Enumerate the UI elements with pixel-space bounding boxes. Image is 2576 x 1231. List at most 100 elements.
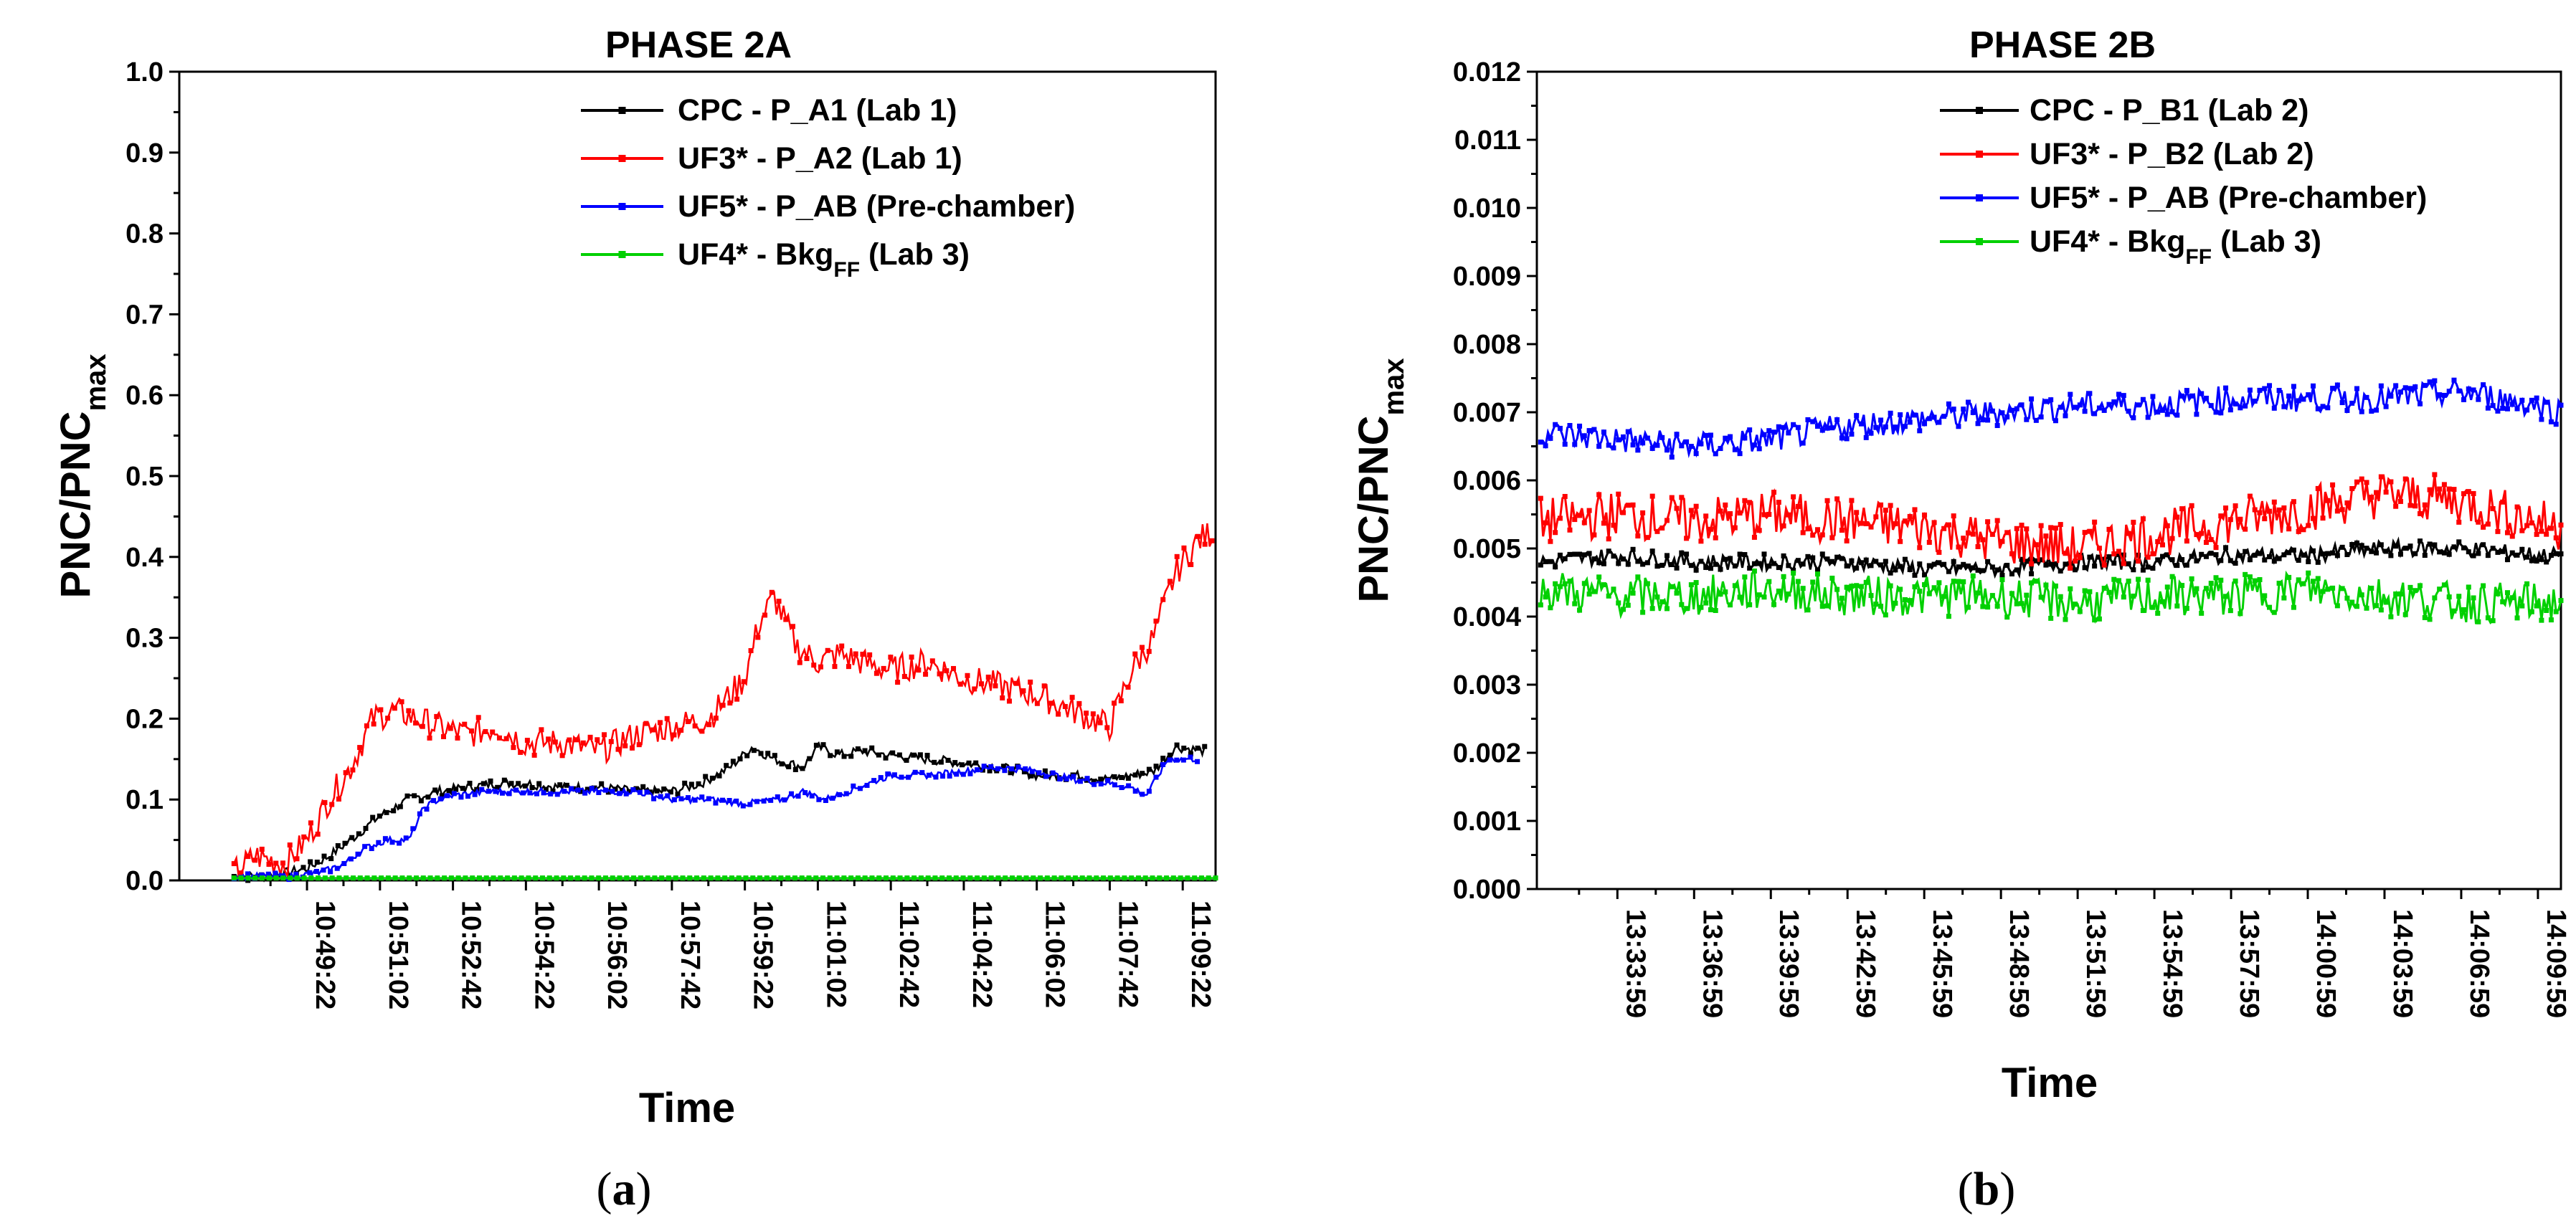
data-point: [1989, 408, 1995, 414]
data-point: [1002, 768, 1008, 774]
data-point: [2019, 556, 2025, 562]
data-point: [596, 875, 602, 881]
data-point: [1146, 649, 1152, 655]
data-point: [2126, 531, 2131, 536]
data-point: [2354, 479, 2359, 485]
data-point: [1084, 710, 1089, 716]
data-point: [890, 750, 896, 756]
data-point: [2140, 516, 2146, 522]
x-tick-label: 13:33:59: [1620, 909, 1650, 1018]
data-point: [1849, 584, 1855, 589]
data-point: [848, 754, 854, 759]
data-point: [769, 589, 775, 595]
data-point: [782, 797, 787, 803]
x-tick-label: 14:09:59: [2541, 909, 2571, 1018]
data-point: [294, 875, 300, 881]
data-point: [2227, 407, 2233, 413]
data-point: [2383, 599, 2389, 605]
y-tick-label: 1.0: [126, 57, 164, 87]
data-point: [580, 740, 586, 746]
data-point: [804, 656, 810, 662]
data-point: [1956, 579, 1961, 584]
data-point: [776, 599, 782, 604]
data-point: [640, 784, 646, 789]
data-point: [818, 664, 823, 670]
data-point: [1723, 435, 1728, 441]
data-point: [574, 737, 579, 743]
data-point: [2393, 383, 2399, 389]
data-point: [987, 768, 993, 774]
data-point: [1781, 574, 1786, 579]
data-point: [1883, 424, 1888, 429]
data-point: [468, 728, 474, 734]
y-tick-label: 0.011: [1454, 125, 1521, 156]
data-point: [2481, 583, 2486, 589]
data-point: [1819, 532, 1825, 538]
data-point: [799, 875, 805, 881]
data-point: [568, 875, 574, 881]
data-point: [825, 647, 830, 653]
data-point: [623, 791, 629, 797]
x-tick-label: 10:52:42: [456, 900, 486, 1009]
data-point: [369, 846, 374, 852]
data-point: [1693, 503, 1699, 509]
data-point: [1567, 579, 1573, 584]
data-point: [2495, 528, 2501, 534]
data-point: [1674, 565, 1680, 571]
data-point: [1795, 503, 1801, 509]
data-point: [2374, 550, 2380, 556]
data-point: [1810, 532, 1816, 538]
data-point: [715, 875, 721, 881]
data-point: [432, 787, 438, 793]
data-point: [2145, 564, 2151, 570]
data-point: [2087, 554, 2093, 560]
data-point: [1723, 556, 1728, 562]
series-line: [1539, 474, 2562, 569]
data-point: [2232, 401, 2238, 407]
data-point: [988, 875, 994, 881]
data-point: [265, 871, 271, 877]
data-point: [341, 860, 347, 866]
data-point: [605, 789, 611, 795]
data-point: [445, 793, 450, 799]
data-point: [1800, 561, 1806, 567]
data-point: [1669, 495, 1675, 500]
data-point: [797, 660, 802, 665]
data-point: [2106, 554, 2112, 560]
data-point: [1209, 538, 1215, 543]
data-point: [726, 798, 732, 804]
data-point: [1786, 563, 1791, 569]
data-point: [851, 783, 856, 789]
data-point: [768, 797, 774, 803]
data-point: [2052, 418, 2058, 424]
data-point: [2203, 553, 2209, 559]
data-point: [1572, 442, 1578, 447]
data-point: [2509, 595, 2515, 601]
data-point: [1698, 604, 1704, 610]
data-point: [1042, 768, 1048, 774]
data-point: [1185, 875, 1190, 881]
data-point: [1625, 561, 1631, 567]
data-point: [779, 761, 785, 767]
data-point: [1021, 769, 1027, 775]
data-point: [687, 875, 693, 881]
data-point: [790, 624, 796, 629]
data-point: [1922, 581, 1928, 587]
data-point: [2388, 553, 2394, 559]
data-point: [1616, 600, 1621, 606]
data-point: [2364, 546, 2369, 551]
data-point: [500, 790, 506, 796]
data-point: [2330, 585, 2336, 591]
data-point: [1112, 700, 1117, 706]
data-point: [2068, 586, 2073, 591]
data-point: [2422, 502, 2428, 508]
data-point: [335, 843, 341, 849]
data-point: [1693, 567, 1699, 573]
data-point: [2422, 553, 2428, 559]
x-tick-label: 11:04:22: [967, 900, 997, 1008]
data-point: [1999, 577, 2005, 583]
y-tick-label: 0.009: [1453, 262, 1521, 292]
data-point: [788, 791, 794, 797]
data-point: [1562, 556, 1568, 561]
data-point: [1703, 513, 1709, 519]
